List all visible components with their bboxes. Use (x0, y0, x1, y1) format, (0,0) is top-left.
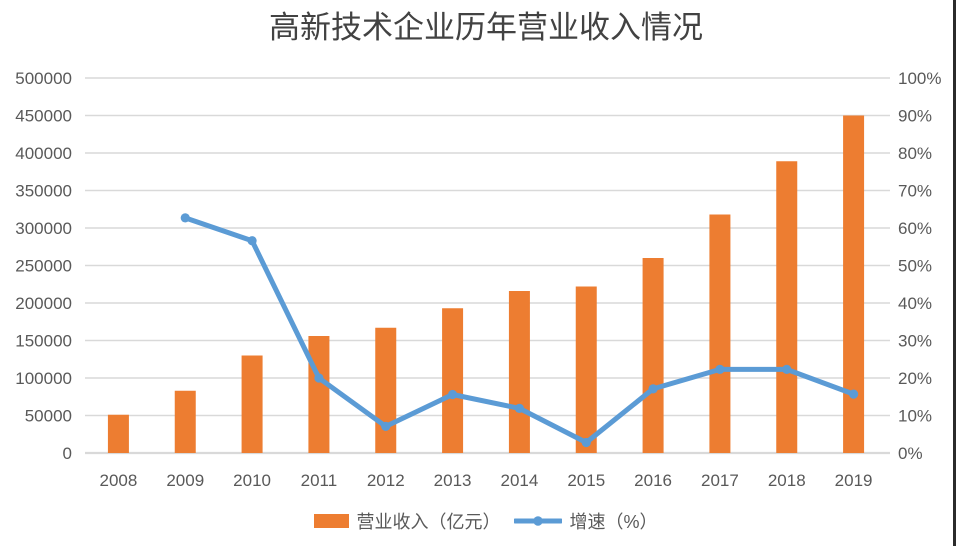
x-axis-label: 2014 (501, 471, 539, 490)
x-axis-label: 2018 (768, 471, 806, 490)
revenue-swatch-icon (314, 514, 350, 528)
revenue-bar (575, 286, 597, 453)
y-axis-label-right: 10% (898, 406, 932, 425)
revenue-bar (174, 390, 196, 453)
growth-line-marker (648, 384, 658, 394)
y-axis-label-right: 40% (898, 294, 932, 313)
revenue-bar (508, 291, 530, 453)
x-axis-label: 2009 (166, 471, 204, 490)
growth-line-marker (581, 437, 591, 448)
legend: 营业收入（亿元） 增速（%） (85, 507, 887, 535)
x-axis-label: 2011 (301, 471, 338, 490)
revenue-bar (776, 161, 798, 453)
legend-growth-label: 增速（%） (569, 512, 658, 532)
x-axis-label: 2013 (434, 471, 472, 490)
y-axis-label-left: 0 (63, 444, 72, 463)
y-axis-label-left: 500000 (15, 69, 72, 88)
revenue-bar (709, 214, 731, 453)
x-axis-label: 2016 (634, 471, 672, 490)
chart-border-right (953, 0, 956, 546)
y-axis-label-left: 50000 (25, 406, 72, 425)
revenue-bar (107, 414, 129, 453)
y-axis-label-left: 400000 (15, 144, 72, 163)
x-axis-label: 2019 (835, 471, 873, 490)
growth-line-marker (447, 389, 458, 400)
growth-line-marker (314, 373, 324, 383)
growth-line-marker (381, 421, 391, 431)
y-axis-label-left: 100000 (15, 369, 72, 388)
y-axis-label-left: 350000 (15, 181, 72, 200)
legend-item-revenue: 营业收入（亿元） (314, 508, 500, 534)
growth-line-marker (848, 389, 859, 399)
y-axis-label-right: 70% (898, 181, 932, 200)
growth-line-marker (715, 364, 725, 374)
legend-revenue-label: 营业收入（亿元） (356, 512, 501, 532)
x-axis-label: 2012 (367, 471, 405, 490)
y-axis-label-right: 80% (898, 144, 932, 163)
y-axis-label-left: 250000 (15, 256, 72, 275)
y-axis-label-right: 30% (898, 331, 932, 350)
growth-line-swatch-icon (514, 516, 563, 526)
y-axis-label-right: 0% (898, 444, 923, 463)
y-axis-label-right: 90% (898, 106, 932, 125)
growth-line-marker (514, 403, 525, 413)
x-axis-label: 2008 (100, 471, 138, 490)
legend-item-growth: 增速（%） (514, 508, 658, 534)
growth-line-marker (782, 364, 792, 374)
y-axis-label-right: 20% (898, 369, 932, 388)
revenue-bar (241, 355, 263, 453)
y-axis-label-right: 60% (898, 219, 932, 238)
revenue-bar (308, 336, 330, 453)
chart-title: 高新技术企业历年营业收入情况 (269, 10, 703, 45)
x-axis-label: 2017 (701, 471, 739, 490)
x-axis-label: 2010 (233, 471, 271, 490)
y-axis-label-left: 450000 (15, 106, 72, 125)
y-axis-label-right: 100% (898, 69, 941, 88)
revenue-bar (442, 308, 464, 453)
growth-line-marker (180, 213, 190, 223)
x-axis-label: 2015 (567, 471, 605, 490)
y-axis-label-left: 200000 (15, 294, 72, 313)
y-axis-label-right: 50% (898, 256, 932, 275)
y-axis-label-left: 150000 (15, 331, 72, 350)
revenue-bar (375, 327, 397, 453)
growth-line-marker (247, 236, 257, 246)
y-axis-label-left: 300000 (15, 219, 72, 238)
revenue-bar (843, 115, 865, 453)
revenue-bar (642, 258, 664, 453)
